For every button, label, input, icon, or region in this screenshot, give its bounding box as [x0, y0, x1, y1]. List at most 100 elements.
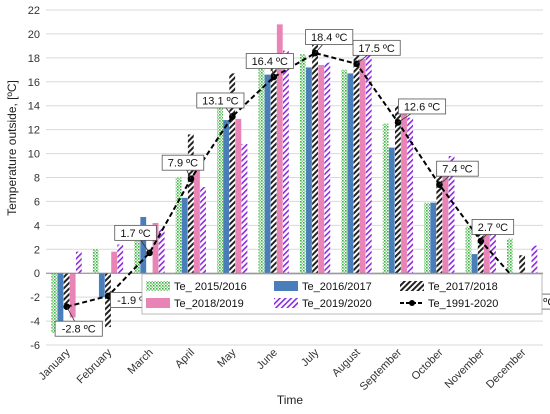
callout-box	[54, 320, 103, 337]
bar	[407, 117, 414, 274]
bar	[324, 62, 331, 274]
bar	[134, 240, 141, 274]
callout-box	[114, 224, 157, 241]
data-label: 1.7 ºC	[120, 228, 150, 240]
bar	[63, 273, 70, 305]
bar	[200, 187, 206, 274]
legend-swatch	[146, 298, 170, 308]
callout-box	[245, 53, 294, 69]
y-tick-label: 16	[28, 77, 40, 89]
data-label: 2.7 ºC	[478, 222, 508, 234]
data-label: 12.6 ºC	[404, 101, 440, 113]
x-tick-label: January	[37, 346, 74, 383]
bar	[152, 222, 159, 274]
bar	[105, 273, 111, 328]
bar	[98, 273, 105, 298]
data-label: 7.4 ºC	[442, 164, 472, 176]
bar	[140, 216, 147, 274]
bar	[264, 74, 271, 274]
average-line	[63, 49, 526, 311]
bar	[394, 105, 401, 274]
bar	[306, 67, 312, 274]
bar	[187, 134, 194, 274]
callout-box	[436, 160, 479, 177]
x-tick-label: December	[484, 346, 529, 391]
bar	[448, 155, 455, 274]
bar	[347, 73, 354, 274]
bar	[282, 50, 289, 274]
y-tick-label: 14	[28, 101, 40, 113]
x-tick-label: April	[173, 347, 197, 371]
x-tick-label: July	[299, 346, 322, 369]
legend-swatch	[274, 298, 298, 308]
bar	[258, 63, 265, 274]
bar	[318, 65, 325, 274]
bar	[471, 254, 478, 274]
data-label: 16.4 ºC	[252, 56, 288, 68]
bar	[531, 245, 538, 274]
legend-label: Te_ 2015/2016	[174, 281, 247, 293]
bar	[483, 230, 490, 274]
x-axis-title: Time	[277, 393, 304, 407]
y-axis-title: Temperature outside, [ºC]	[5, 80, 19, 216]
y-tick-label: 4	[34, 220, 40, 232]
x-tick-label: June	[255, 347, 280, 372]
y-tick-label: 18	[28, 53, 40, 65]
legend-swatch	[274, 281, 298, 291]
bar	[75, 251, 82, 274]
legend-label: Te_2018/2019	[174, 298, 244, 310]
x-tick-label: March	[126, 347, 156, 377]
bar	[465, 226, 472, 274]
bar	[217, 108, 223, 274]
bar	[92, 249, 99, 274]
y-tick-label: -6	[30, 340, 40, 352]
callout-box	[471, 219, 515, 235]
x-tick-label: August	[330, 347, 363, 380]
bar	[158, 228, 165, 274]
y-tick-label: 10	[28, 149, 40, 161]
bar	[401, 98, 407, 274]
data-label: 18.4 ºC	[311, 32, 347, 44]
bar	[477, 227, 484, 274]
bar	[194, 165, 200, 274]
bar	[276, 24, 283, 274]
bar	[69, 273, 76, 318]
callout-box	[305, 29, 354, 45]
legend-swatch	[400, 281, 424, 291]
callout-box	[196, 92, 245, 109]
bar	[388, 147, 395, 274]
bar	[229, 73, 236, 274]
bar	[111, 251, 118, 274]
y-tick-label: 22	[28, 5, 40, 17]
bar	[365, 48, 372, 274]
bar	[424, 202, 430, 274]
bar	[353, 42, 360, 274]
data-label: 17.5 ºC	[358, 43, 394, 55]
bar	[175, 177, 182, 274]
y-tick-label: 12	[28, 125, 40, 137]
legend: Te_ 2015/2016 Te_2016/2017 Te_2017/2018 Te_…	[141, 273, 543, 315]
average-line-path	[66, 52, 524, 308]
bar	[181, 197, 188, 274]
x-tick-label: May	[215, 346, 239, 370]
x-tick-label: October	[409, 346, 445, 382]
average-point	[270, 73, 278, 81]
legend-label: Te_2017/2018	[428, 281, 498, 293]
x-tick-label: September	[358, 346, 405, 393]
legend-label: Te_2019/2020	[302, 298, 372, 310]
data-label: 13.1 ºC	[202, 95, 238, 107]
y-tick-label: 6	[34, 196, 40, 208]
x-tick-label: November	[443, 346, 488, 391]
bar	[51, 273, 58, 334]
y-tick-label: 8	[34, 173, 40, 185]
x-tick-label: February	[75, 346, 115, 386]
bar	[382, 123, 389, 274]
bar	[57, 273, 64, 325]
y-tick-label: 0	[34, 268, 40, 280]
bar	[436, 171, 443, 274]
y-tick-label: 20	[28, 29, 40, 41]
legend-label: Te_2016/2017	[302, 281, 372, 293]
bar	[235, 118, 242, 274]
